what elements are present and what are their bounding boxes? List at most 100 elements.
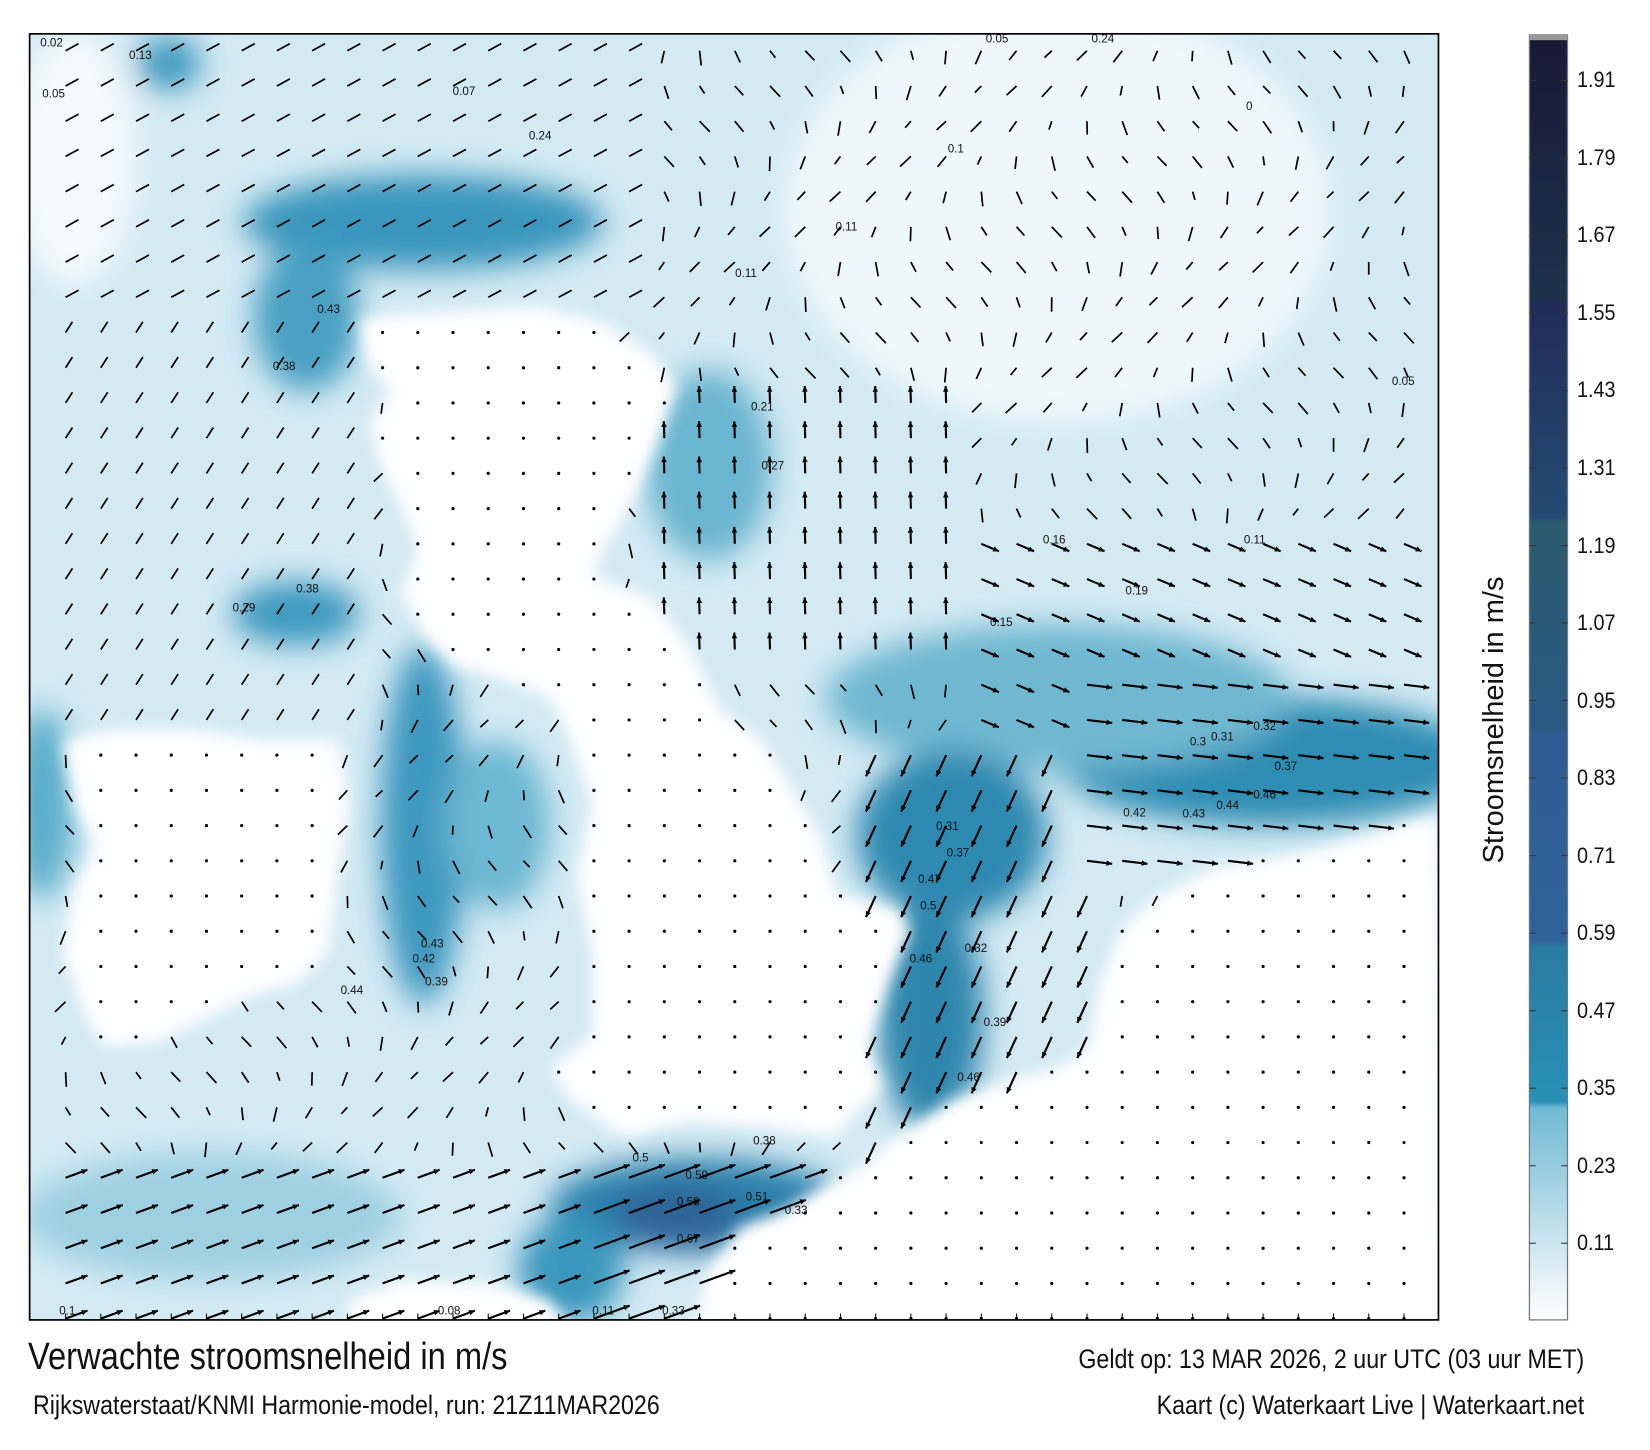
current-arrow [804, 755, 809, 769]
current-arrow [449, 684, 454, 696]
current-arrow [206, 289, 220, 299]
current-arrow [346, 1001, 357, 1014]
current-arrow [170, 113, 185, 122]
current-arrow [974, 50, 983, 65]
arrow-head [802, 456, 808, 463]
current-arrow [170, 1106, 181, 1119]
current-arrow [407, 789, 419, 801]
speed-label: 0.31 [1211, 730, 1234, 743]
arrow-head [1027, 581, 1035, 587]
land-southeast [695, 814, 1439, 1320]
arrow-head [623, 1269, 630, 1275]
current-arrow [1227, 156, 1235, 169]
grid-dot [1191, 1211, 1195, 1215]
current-arrow [732, 332, 736, 348]
current-arrow [241, 42, 256, 52]
current-arrow [1332, 297, 1338, 312]
current-arrow [64, 673, 74, 686]
grid-dot [1296, 929, 1300, 933]
arrow-head [1239, 581, 1246, 587]
current-arrow [170, 148, 185, 158]
current-arrow [549, 1001, 560, 1011]
current-arrow [1367, 85, 1372, 97]
arrow-head [1027, 616, 1035, 622]
current-arrow [372, 1106, 384, 1117]
current-arrow [1294, 473, 1300, 489]
arrow-head [1379, 581, 1387, 587]
current-arrow [417, 289, 432, 299]
current-arrow [1152, 367, 1159, 378]
current-arrow [769, 332, 774, 345]
speed-label: 0.33 [662, 1305, 685, 1318]
arrow-head [1211, 719, 1218, 726]
arrow-head [907, 597, 914, 604]
current-arrow [1396, 155, 1405, 164]
grid-dot [275, 859, 279, 863]
current-arrow [593, 1234, 631, 1250]
current-arrow [452, 966, 457, 977]
current-arrow [170, 289, 185, 299]
grid-dot [1050, 1246, 1054, 1250]
current-arrow [734, 1198, 771, 1214]
current-arrow [311, 708, 320, 721]
grid-dot [1085, 1070, 1089, 1074]
grid-dot [1226, 929, 1230, 933]
current-arrow [59, 930, 67, 946]
current-arrow [135, 78, 150, 87]
current-arrow [1325, 156, 1335, 170]
arrow-head [1077, 1051, 1083, 1059]
current-arrow [340, 860, 349, 873]
speed-label: 0.46 [910, 952, 933, 965]
arrow-head [936, 981, 942, 988]
grid-dot [1402, 1000, 1406, 1004]
grid-dot [592, 401, 596, 405]
current-arrow [1051, 508, 1060, 519]
current-arrow [759, 226, 771, 238]
grid-dot [310, 894, 314, 898]
arrow-head [398, 1274, 405, 1280]
arrow-head [731, 597, 738, 604]
arrow-head [837, 526, 843, 533]
arrow-head [257, 1274, 264, 1280]
current-arrow [452, 113, 467, 122]
current-arrow [311, 356, 320, 369]
current-arrow [451, 1142, 454, 1156]
grid-dot [592, 436, 596, 440]
current-arrow [723, 261, 736, 273]
speed-label: 0.13 [129, 49, 152, 62]
current-arrow [487, 289, 502, 299]
current-arrow [442, 1071, 454, 1083]
arrow-head [1006, 1016, 1012, 1023]
grid-dot [733, 964, 737, 969]
current-arrow [1323, 507, 1335, 519]
grid-dot [486, 647, 490, 652]
current-arrow [593, 1304, 631, 1320]
current-arrow [100, 113, 115, 122]
arrow-head [222, 1204, 229, 1210]
current-arrow [135, 391, 144, 404]
current-arrow [593, 148, 608, 158]
grid-dot [768, 1246, 772, 1250]
grid-dot [521, 683, 526, 687]
current-arrow [1297, 332, 1305, 346]
current-arrow [660, 367, 666, 383]
arrow-head [503, 1204, 511, 1210]
grid-dot [1296, 1105, 1300, 1109]
arrow-head [1415, 616, 1422, 622]
grid-dot [240, 859, 244, 863]
current-arrow [417, 895, 427, 908]
current-arrow [1297, 402, 1309, 415]
arrow-head [971, 910, 977, 918]
current-arrow [64, 321, 74, 333]
arrow-head [327, 1274, 334, 1280]
current-arrow [100, 148, 115, 158]
arrow-head [1309, 652, 1316, 658]
arrow-head [538, 1169, 546, 1175]
arrow-head [907, 526, 914, 533]
arrow-head [865, 1122, 871, 1129]
grid-dot [1367, 1211, 1371, 1215]
arrow-head [1168, 546, 1175, 552]
speed-label: 0.08 [438, 1305, 461, 1318]
current-arrow [734, 719, 745, 731]
grid-dot [310, 859, 314, 863]
